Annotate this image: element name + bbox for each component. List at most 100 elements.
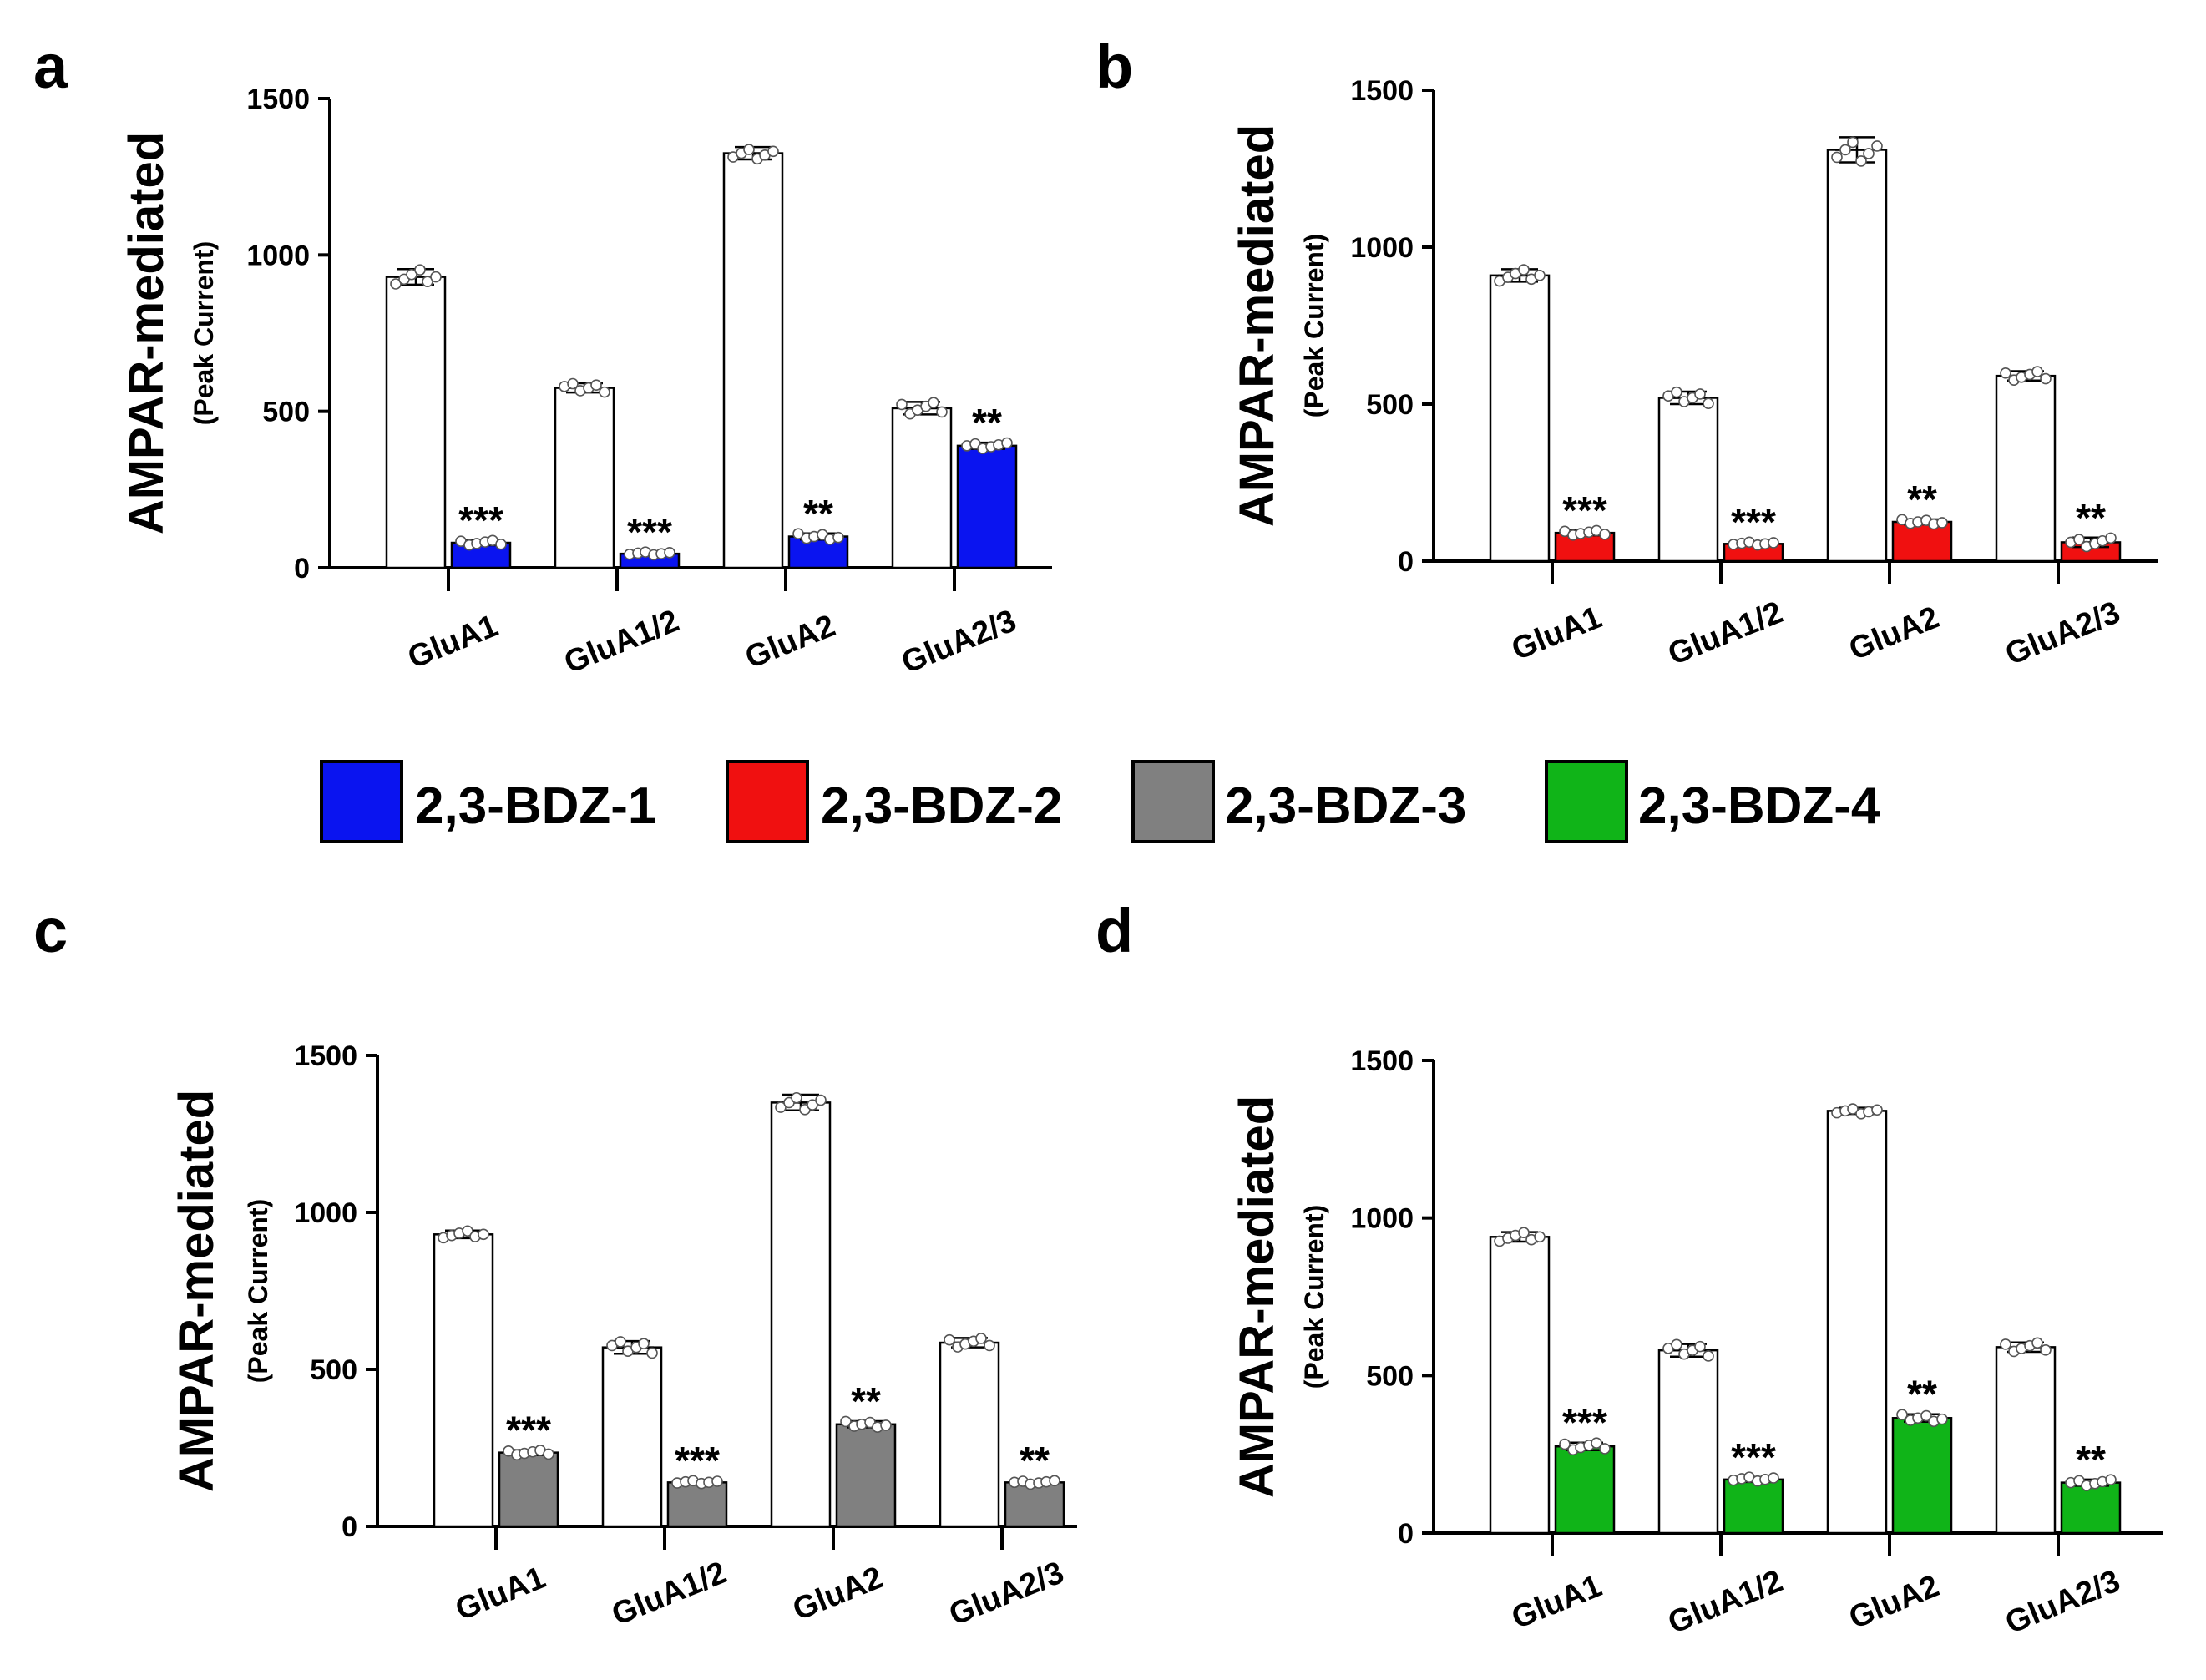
y-tick-label: 500: [1366, 1360, 1414, 1392]
data-point: [767, 145, 779, 158]
y-tick-label: 500: [1366, 389, 1414, 421]
data-point: [2040, 1343, 2052, 1356]
data-point: [1768, 537, 1779, 549]
data-point: [1591, 1437, 1602, 1449]
data-point: [775, 1101, 787, 1113]
legend-item-3: 2,3-BDZ-3: [1131, 760, 1466, 843]
data-point: [815, 1094, 827, 1106]
significance-marker: **: [851, 1379, 881, 1423]
legend-label: 2,3-BDZ-2: [821, 777, 1062, 835]
y-tick-label: 1500: [1350, 75, 1414, 107]
control-bar-glua1: [433, 1233, 494, 1528]
treatment-bar-glua2: [1891, 1417, 1953, 1535]
treatment-bar-glua2: [835, 1423, 897, 1528]
data-point: [1871, 1104, 1883, 1116]
data-point: [832, 531, 844, 544]
control-bar-glua1-2: [554, 387, 615, 569]
treatment-bar-glua2-3: [956, 444, 1018, 569]
treatment-bar-glua2-3: [1004, 1481, 1065, 1528]
data-point: [638, 1338, 650, 1349]
treatment-bar-glua1-2: [666, 1481, 728, 1528]
treatment-bar-glua1: [498, 1451, 559, 1528]
data-point: [495, 539, 507, 550]
data-point: [840, 1415, 852, 1428]
control-bar-glua2-3: [1995, 1346, 2057, 1535]
y-tick-label: 0: [342, 1511, 357, 1543]
y-axis-sublabel: (Peak Current): [1299, 234, 1329, 418]
significance-marker: **: [2076, 496, 2106, 539]
data-point: [1671, 386, 1682, 398]
significance-marker: **: [1907, 1373, 1937, 1416]
data-point: [2031, 366, 2043, 377]
data-point: [1049, 1475, 1060, 1487]
data-point: [1001, 437, 1013, 449]
data-point: [1855, 155, 1867, 167]
legend-swatch: [726, 760, 809, 843]
data-point: [590, 379, 602, 391]
control-bar-glua2: [1826, 149, 1888, 563]
y-tick-label: 1500: [1350, 1045, 1414, 1077]
data-point: [406, 268, 417, 281]
treatment-bar-glua1-2: [1723, 1478, 1784, 1535]
significance-marker: ***: [458, 498, 503, 542]
control-bar-glua1-2: [601, 1346, 663, 1528]
data-point: [664, 546, 675, 559]
significance-marker: **: [2076, 1438, 2106, 1481]
significance-marker: ***: [627, 510, 672, 554]
data-point: [1768, 1472, 1779, 1484]
data-point: [2105, 1474, 2117, 1486]
control-bar-glua2: [722, 152, 784, 569]
legend-swatch: [320, 760, 403, 843]
y-tick-label: 1500: [294, 1040, 357, 1072]
data-point: [944, 1333, 955, 1346]
significance-marker: ***: [1562, 1401, 1607, 1445]
y-tick-label: 1000: [1350, 232, 1414, 264]
data-point: [1920, 1409, 1932, 1422]
significance-marker: ***: [506, 1409, 551, 1452]
data-point: [1694, 388, 1706, 400]
y-axis-label: AMPAR-mediated: [119, 132, 174, 534]
y-tick-label: 1000: [1350, 1203, 1414, 1235]
y-axis-sublabel: (Peak Current): [189, 241, 219, 426]
data-point: [1599, 529, 1611, 540]
control-bar-glua1: [385, 276, 447, 569]
data-point: [975, 1333, 987, 1344]
data-point: [2040, 372, 2052, 385]
data-point: [599, 386, 610, 398]
data-point: [430, 271, 442, 283]
data-point: [807, 1099, 818, 1111]
y-tick-label: 500: [262, 397, 310, 428]
data-point: [1694, 1340, 1706, 1353]
significance-marker: ***: [675, 1439, 720, 1482]
data-point: [1863, 148, 1875, 159]
significance-marker: ***: [1731, 500, 1776, 544]
panel-label: a: [33, 32, 68, 101]
panel-label: d: [1095, 896, 1133, 965]
data-point: [743, 144, 755, 155]
control-bar-glua2-3: [939, 1341, 1000, 1528]
y-tick-label: 0: [294, 553, 310, 584]
data-point: [791, 1091, 802, 1104]
panel-label: c: [33, 896, 68, 965]
data-point: [478, 1228, 489, 1241]
y-tick-label: 500: [310, 1354, 357, 1386]
data-point: [422, 276, 433, 287]
chart-panel-a: a AMPAR-mediated (Peak Current) 0 500 1000 150…: [33, 32, 1052, 681]
data-point: [2073, 534, 2085, 545]
data-point: [1599, 1443, 1611, 1455]
y-tick-label: 0: [1398, 1518, 1414, 1550]
y-axis-label: AMPAR-mediated: [169, 1090, 224, 1492]
legend-item-2: 2,3-BDZ-2: [726, 760, 1062, 843]
data-point: [1847, 136, 1859, 149]
data-point: [1559, 1438, 1571, 1450]
data-point: [936, 406, 948, 418]
data-point: [567, 377, 579, 390]
data-point: [1534, 270, 1546, 281]
y-tick-label: 1000: [294, 1197, 357, 1229]
significance-marker: **: [1020, 1439, 1050, 1482]
data-point: [928, 397, 939, 408]
y-axis-label: AMPAR-mediated: [1230, 1096, 1284, 1498]
legend: 2,3-BDZ-1 2,3-BDZ-2 2,3-BDZ-3 2,3-BDZ-4: [320, 760, 1880, 843]
control-bar-glua2-3: [891, 407, 953, 569]
